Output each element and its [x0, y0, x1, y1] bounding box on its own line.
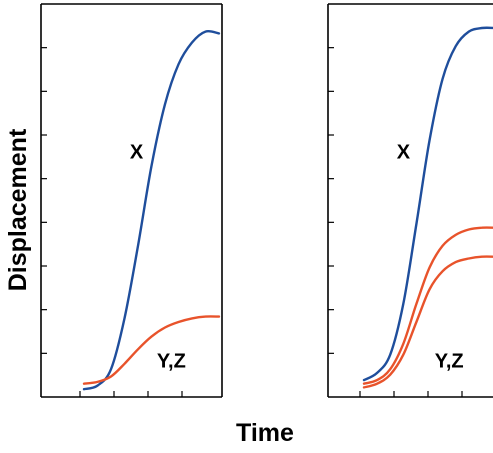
- annotation-label: Y,Z: [157, 350, 186, 372]
- series-group: [362, 26, 493, 389]
- annotation-label: Y,Z: [435, 350, 464, 372]
- series-line-x: [362, 26, 493, 382]
- annotation-label: X: [130, 142, 144, 164]
- series-line-y: [362, 226, 493, 385]
- series-group: [82, 30, 221, 391]
- series-line-x: [82, 30, 221, 391]
- chart-panel-right: X Y,Z: [327, 3, 493, 398]
- chart-panel-left: X Y,Z: [40, 3, 223, 398]
- y-axis-label: Displacement: [4, 128, 32, 291]
- series-line-y-z: [82, 315, 221, 385]
- annotation-label: X: [397, 142, 411, 164]
- x-axis-label: Time: [236, 419, 294, 447]
- series-line-z: [362, 255, 493, 389]
